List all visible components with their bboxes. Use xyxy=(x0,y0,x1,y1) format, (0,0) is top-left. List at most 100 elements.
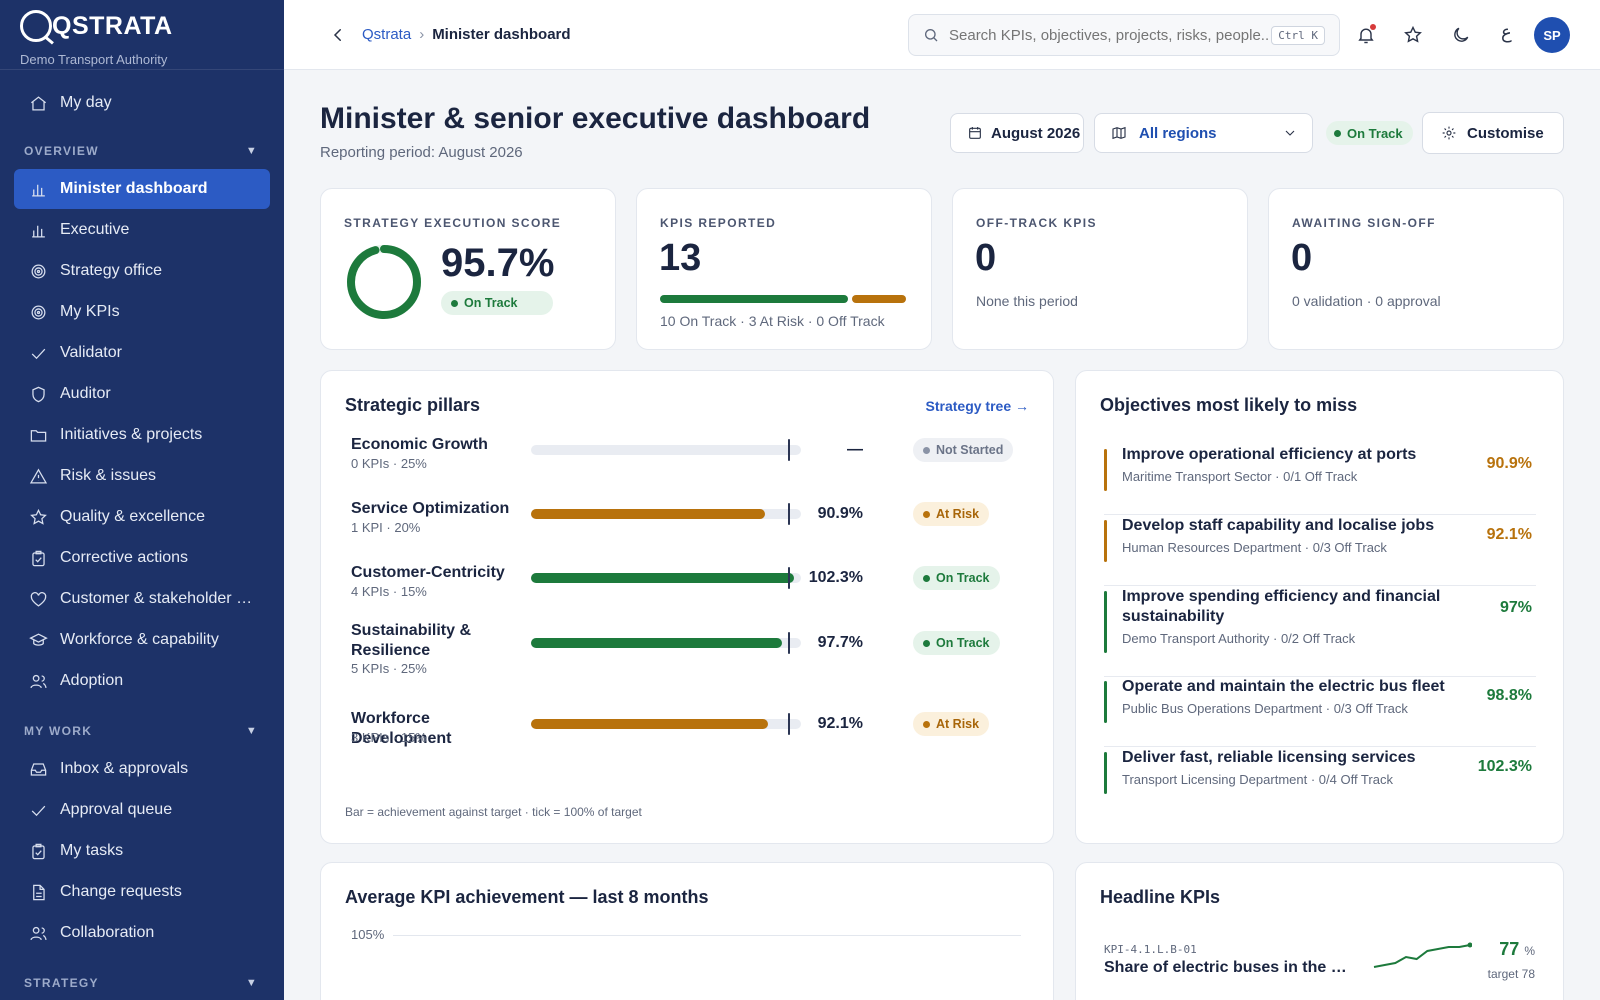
sidebar-item-risk-and-issues[interactable]: Risk & issues xyxy=(14,456,270,496)
sidebar: QSTRATA Demo Transport Authority My day O… xyxy=(0,0,284,1000)
objective-status-bar xyxy=(1104,681,1107,723)
sidebar-item-validator[interactable]: Validator xyxy=(14,333,270,373)
overall-status-label: On Track xyxy=(1347,125,1403,141)
sidebar-item-label: Workforce & capability xyxy=(60,631,219,648)
sidebar-item-collaboration[interactable]: Collaboration xyxy=(14,913,270,953)
graduation-cap-icon xyxy=(28,630,48,650)
sidebar-item-change-requests[interactable]: Change requests xyxy=(14,872,270,912)
caret-down-icon: ▼ xyxy=(245,725,258,737)
sparkline-end-point xyxy=(1467,942,1472,948)
sidebar-item-adoption[interactable]: Adoption xyxy=(14,661,270,701)
strategy-score-ring xyxy=(347,245,421,319)
search-input[interactable] xyxy=(949,26,1269,44)
objective-meta: Public Bus Operations Department · 0/3 O… xyxy=(1122,701,1408,716)
objective-row[interactable]: Deliver fast, reliable licensing service… xyxy=(1104,748,1536,818)
pillar-status-label: On Track xyxy=(936,636,990,650)
brand: QSTRATA Demo Transport Authority xyxy=(0,0,284,70)
sparkline-line xyxy=(1373,944,1471,968)
objective-row[interactable]: Improve operational efficiency at ports M… xyxy=(1104,445,1536,515)
sidebar-item-corrective-actions[interactable]: Corrective actions xyxy=(14,538,270,578)
strategy-tree-link[interactable]: Strategy tree → xyxy=(925,398,1029,414)
pillar-row[interactable]: Workforce Development 3 KPIs · 15% 92.1% At… xyxy=(351,709,1011,769)
breadcrumb: Qstrata › Minister dashboard xyxy=(362,26,571,43)
pillar-status-badge: Not Started xyxy=(913,438,1014,462)
sidebar-item-workforce-and-capability[interactable]: Workforce & capability xyxy=(14,620,270,660)
objective-meta: Transport Licensing Department · 0/4 Off… xyxy=(1122,772,1393,787)
sidebar-section-strategy[interactable]: STRATEGY ▼ xyxy=(0,969,284,997)
off-track-label: OFF-TRACK KPIS xyxy=(976,216,1097,230)
sidebar-item-label: Minister dashboard xyxy=(60,180,208,197)
objectives-title: Objectives most likely to miss xyxy=(1100,395,1358,415)
off-track-kpis-card[interactable]: OFF-TRACK KPIS 0 None this period xyxy=(952,188,1248,350)
sidebar-item-inbox-and-approvals[interactable]: Inbox & approvals xyxy=(14,749,270,789)
sidebar-item-my-day[interactable]: My day xyxy=(14,83,270,123)
pillar-row[interactable]: Economic Growth 0 KPIs · 25% — Not Started xyxy=(351,435,1014,495)
favorites-button[interactable] xyxy=(1401,23,1425,47)
pillar-row[interactable]: Customer-Centricity 4 KPIs · 15% 102.3% On … xyxy=(351,563,1011,623)
pillar-progress-track xyxy=(531,713,801,735)
folder-icon xyxy=(28,425,48,445)
sidebar-item-my-kpis[interactable]: My KPIs xyxy=(14,292,270,332)
objective-row[interactable]: Improve spending efficiency and financia… xyxy=(1104,587,1536,677)
objective-meta: Demo Transport Authority · 0/2 Off Track xyxy=(1122,631,1356,646)
customise-button[interactable]: Customise xyxy=(1422,112,1564,154)
kpis-reported-card[interactable]: KPIS REPORTED 13 10 On Track · 3 At Risk… xyxy=(636,188,932,350)
strategy-score-card[interactable]: STRATEGY EXECUTION SCORE 95.7% On Track xyxy=(320,188,616,350)
sidebar-section-my-work[interactable]: MY WORK ▼ xyxy=(0,717,284,745)
sidebar-section-overview[interactable]: OVERVIEW ▼ xyxy=(0,137,284,165)
month-picker-button[interactable]: August 2026 xyxy=(950,113,1084,153)
pillar-status-label: At Risk xyxy=(936,507,980,521)
headline-kpi-name[interactable]: Share of electric buses in the pu... xyxy=(1104,959,1354,976)
sidebar-item-label: Initiatives & projects xyxy=(60,426,203,443)
check-icon xyxy=(28,800,48,820)
sidebar-item-label: Executive xyxy=(60,221,130,238)
awaiting-sign-off-card[interactable]: AWAITING SIGN-OFF 0 0 validation · 0 app… xyxy=(1268,188,1564,350)
objective-status-bar xyxy=(1104,520,1107,562)
pillar-target-tick xyxy=(788,503,791,525)
sidebar-item-initiatives-and-projects[interactable]: Initiatives & projects xyxy=(14,415,270,455)
sidebar-item-executive[interactable]: Executive xyxy=(14,210,270,250)
app-logo[interactable]: QSTRATA xyxy=(20,8,264,44)
sidebar-item-label: My KPIs xyxy=(60,303,120,320)
headline-kpis-title: Headline KPIs xyxy=(1100,887,1221,907)
objective-title: Operate and maintain the electric bus fl… xyxy=(1122,678,1445,695)
sidebar-item-customer-and-stakeholder-e[interactable]: Customer & stakeholder e... xyxy=(14,579,270,619)
pillar-name: Workforce Development xyxy=(351,710,452,747)
kpis-reported-value: 13 xyxy=(659,237,702,279)
sidebar-item-auditor[interactable]: Auditor xyxy=(14,374,270,414)
reporting-period: Reporting period: August 2026 xyxy=(320,144,523,161)
home-icon xyxy=(28,93,48,113)
back-button[interactable] xyxy=(326,23,350,47)
language-toggle[interactable]: ع xyxy=(1501,22,1512,42)
pillar-value: 97.7% xyxy=(817,634,863,651)
pillar-progress-track xyxy=(531,503,801,525)
sidebar-item-approval-queue[interactable]: Approval queue xyxy=(14,790,270,830)
breadcrumb-root[interactable]: Qstrata xyxy=(362,26,412,43)
pillar-value: — xyxy=(847,441,863,458)
customise-label: Customise xyxy=(1467,124,1544,142)
pillar-status-label: At Risk xyxy=(936,717,980,731)
sidebar-item-label: Inbox & approvals xyxy=(60,760,189,777)
pillar-row[interactable]: Service Optimization 1 KPI · 20% 90.9% At R… xyxy=(351,499,1011,559)
sidebar-item-my-tasks[interactable]: My tasks xyxy=(14,831,270,871)
pillars-legend-note: Bar = achievement against target · tick … xyxy=(345,805,642,819)
pillar-meta: 4 KPIs · 15% xyxy=(351,584,427,599)
sidebar-item-quality-and-excellence[interactable]: Quality & excellence xyxy=(14,497,270,537)
objective-row[interactable]: Develop staff capability and localise jo… xyxy=(1104,516,1536,586)
pillar-status-badge: At Risk xyxy=(913,502,990,526)
sidebar-item-minister-dashboard[interactable]: Minister dashboard xyxy=(14,169,270,209)
strategy-score-badge-label: On Track xyxy=(464,296,518,310)
objectives-at-risk-card: Objectives most likely to miss Improve o… xyxy=(1075,370,1564,844)
objective-row[interactable]: Operate and maintain the electric bus fl… xyxy=(1104,677,1536,747)
theme-toggle-button[interactable] xyxy=(1449,23,1473,47)
sidebar-item-strategy-office[interactable]: Strategy office xyxy=(14,251,270,291)
objective-title: Improve operational efficiency at ports xyxy=(1122,446,1417,463)
pillar-row[interactable]: Sustainability & Resilience 5 KPIs · 25% 9… xyxy=(351,622,1011,685)
pillar-meta: 5 KPIs · 25% xyxy=(351,661,427,676)
notifications-button[interactable] xyxy=(1354,23,1378,47)
region-select[interactable]: All regions xyxy=(1094,113,1313,153)
headline-kpi-value: 77 % xyxy=(1499,939,1535,960)
user-avatar[interactable]: SP xyxy=(1534,17,1570,53)
pillar-progress-fill xyxy=(531,573,795,583)
global-search[interactable]: Ctrl K xyxy=(908,14,1340,56)
